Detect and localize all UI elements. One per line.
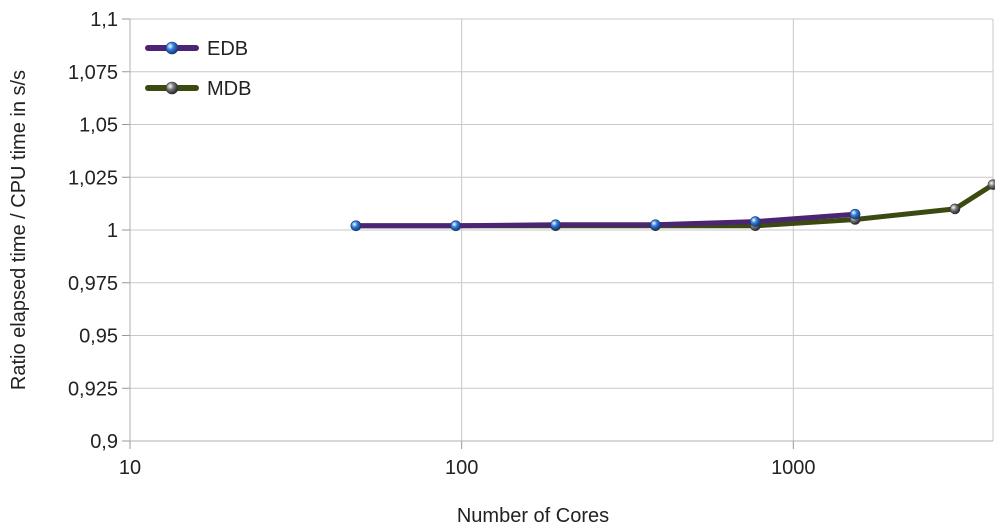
legend-marker [165, 81, 179, 95]
y-tick-label: 1,075 [68, 62, 118, 84]
x-tick-label: 1000 [771, 457, 816, 479]
data-point-edb [849, 208, 861, 220]
series-line-edb [353, 211, 858, 229]
x-tick-label: 10 [119, 457, 141, 479]
legend-item-mdb: MDB [145, 78, 251, 100]
series-line-mdb [353, 182, 995, 229]
legend: EDB MDB [145, 38, 251, 100]
data-point-edb [350, 220, 362, 232]
y-tick-label: 1,05 [79, 115, 118, 137]
data-point-edb [450, 220, 462, 232]
y-tick-label: 1,1 [90, 9, 118, 31]
data-point-mdb [949, 203, 961, 215]
x-axis-title: Number of Cores [457, 505, 609, 527]
y-tick-label: 1 [107, 220, 118, 242]
series-edb [350, 208, 861, 232]
y-tick-label: 1,025 [68, 167, 118, 189]
grid [129, 18, 994, 442]
legend-marker [165, 41, 179, 55]
y-tick-label: 0,975 [68, 273, 118, 295]
legend-item-edb: EDB [145, 38, 248, 60]
y-tick-label: 0,95 [79, 326, 118, 348]
data-point-edb [550, 219, 561, 231]
x-tick-labels: 10 100 1000 [119, 457, 816, 479]
y-tick-label: 0,9 [90, 431, 118, 453]
legend-label: EDB [207, 38, 248, 60]
axes [122, 18, 993, 449]
x-tick-label: 100 [445, 457, 478, 479]
legend-label: MDB [207, 78, 251, 100]
data-point-edb [749, 216, 761, 227]
y-tick-labels: 0,9 0,925 0,95 0,975 1 1,025 1,05 1,075 1,1 [68, 9, 118, 453]
data-point-edb [650, 219, 661, 231]
series-layer [350, 179, 995, 232]
y-axis-title: Ratio elapsed time / CPU time in s/s [8, 70, 30, 390]
data-point-mdb [987, 179, 995, 190]
y-tick-label: 0,925 [68, 378, 118, 400]
